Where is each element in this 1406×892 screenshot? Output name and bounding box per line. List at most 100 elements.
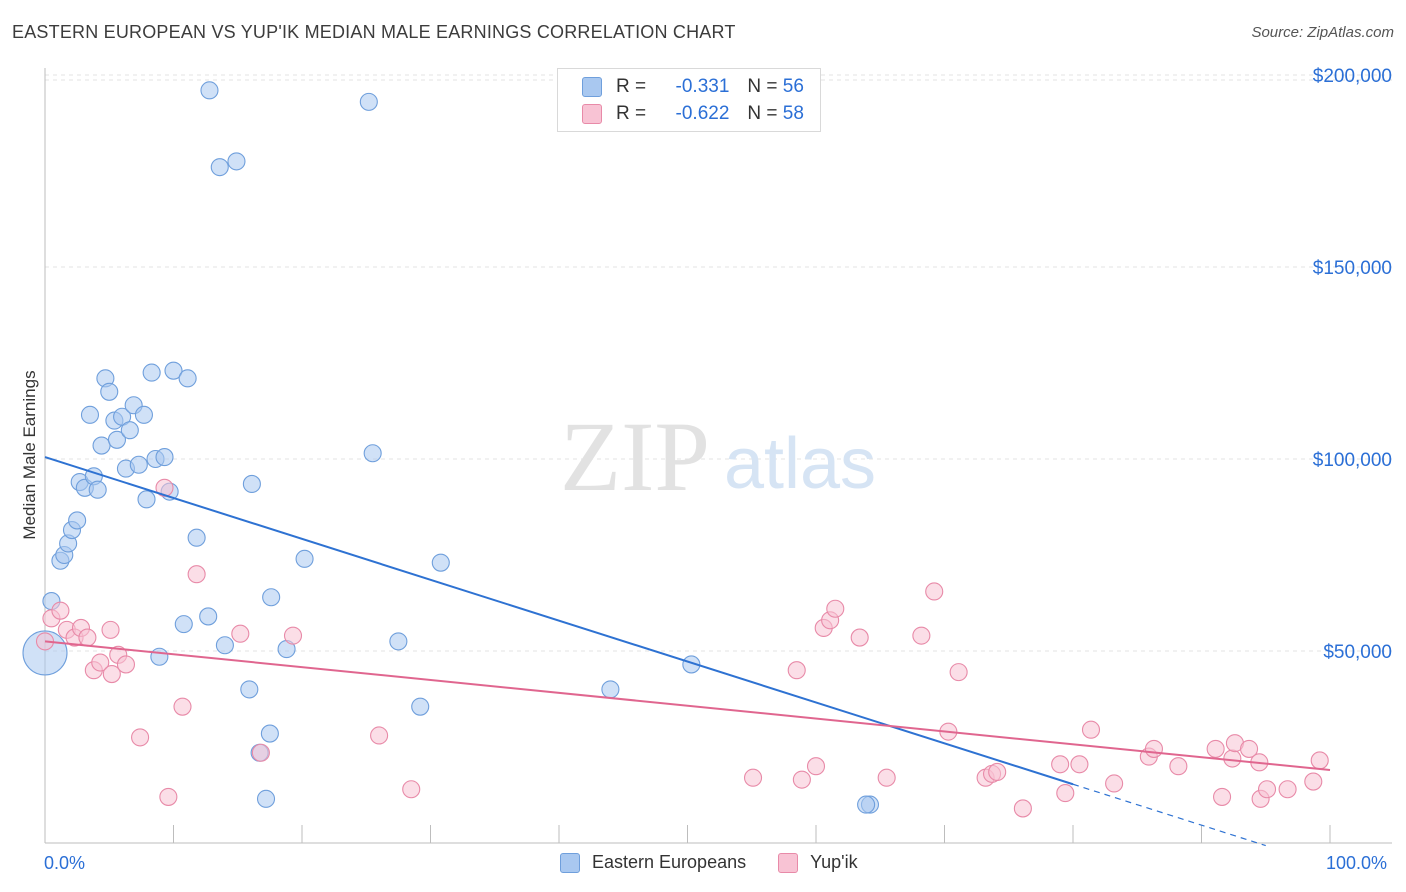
point-yupik — [1169, 757, 1188, 776]
point-eastern — [107, 430, 127, 449]
point-eastern — [150, 647, 169, 666]
data-points — [22, 81, 1329, 818]
point-yupik — [1257, 780, 1277, 799]
y-tick-labels: $50,000 $100,000 $150,000 $200,000 — [1313, 66, 1392, 663]
point-yupik — [251, 743, 270, 762]
chart-title: EASTERN EUROPEAN VS YUP'IK MEDIAN MALE E… — [12, 22, 736, 42]
point-eastern — [199, 607, 218, 626]
legend-n-label: N = — [747, 103, 778, 124]
point-yupik — [116, 655, 136, 674]
point-yupik — [402, 780, 421, 799]
point-yupik — [1144, 739, 1164, 758]
x-tick-label-max: 100.0% — [1326, 853, 1388, 873]
y-tick-label: $50,000 — [1323, 642, 1392, 663]
point-yupik — [1206, 739, 1225, 758]
y-tick-label: $150,000 — [1313, 258, 1392, 279]
point-eastern — [100, 382, 119, 401]
point-eastern — [389, 632, 408, 651]
point-eastern — [187, 528, 206, 547]
point-eastern — [411, 697, 430, 716]
legend-swatch-eastern — [582, 77, 602, 97]
source-label: Source: ZipAtlas.com — [1251, 24, 1394, 41]
point-eastern — [857, 795, 876, 814]
series-legend-yupik[interactable]: Yup'ik — [778, 852, 858, 873]
point-eastern — [210, 158, 229, 177]
point-yupik — [51, 601, 70, 620]
point-eastern — [227, 152, 246, 171]
point-yupik — [988, 762, 1007, 782]
point-eastern — [164, 361, 183, 380]
point-yupik — [370, 726, 389, 745]
point-eastern — [260, 724, 279, 743]
point-eastern — [256, 789, 276, 808]
point-yupik — [912, 626, 931, 645]
point-yupik — [1304, 772, 1323, 791]
watermark-zip: ZIP — [560, 401, 710, 512]
point-yupik — [1105, 774, 1124, 793]
point-eastern — [178, 369, 197, 388]
point-eastern — [682, 655, 701, 674]
y-tick-label: $100,000 — [1313, 450, 1392, 471]
legend-r-value-yupik: -0.622 — [675, 103, 730, 124]
point-eastern — [120, 421, 139, 440]
point-yupik — [155, 478, 174, 497]
point-yupik — [743, 768, 763, 787]
point-eastern — [92, 436, 111, 455]
watermark: ZIP atlas — [560, 401, 876, 512]
legend-row-yupik: R = -0.622 N = 58 — [582, 101, 804, 127]
series-legend: Eastern Europeans Yup'ik — [560, 852, 890, 873]
legend-r-label: R = — [616, 103, 647, 124]
point-yupik — [159, 787, 178, 806]
series-label-yupik: Yup'ik — [810, 852, 858, 872]
y-tick-label: $200,000 — [1313, 66, 1392, 87]
point-eastern — [431, 553, 450, 572]
trend-lines — [44, 456, 1331, 847]
legend-r-label: R = — [616, 76, 647, 97]
stats-legend: R = -0.331 N = 56 R = -0.622 N = 58 — [557, 68, 821, 132]
point-yupik — [173, 697, 192, 716]
point-yupik — [283, 626, 303, 645]
point-eastern — [359, 92, 378, 111]
point-yupik — [925, 582, 944, 601]
legend-row-eastern: R = -0.331 N = 56 — [582, 74, 804, 100]
point-yupik — [1213, 787, 1232, 806]
point-eastern — [240, 680, 259, 699]
point-yupik — [1081, 720, 1101, 739]
point-eastern — [295, 549, 314, 568]
watermark-atlas: atlas — [724, 424, 876, 504]
axes — [44, 68, 1392, 844]
point-yupik — [101, 620, 120, 639]
point-yupik — [1223, 749, 1242, 768]
trend-line-yupik — [44, 640, 1331, 772]
point-yupik — [1239, 739, 1259, 758]
point-eastern — [68, 511, 87, 530]
point-yupik — [231, 624, 250, 643]
point-eastern — [363, 444, 382, 463]
point-yupik — [826, 599, 845, 618]
point-eastern — [137, 490, 156, 509]
point-eastern — [142, 363, 161, 382]
point-eastern — [262, 588, 281, 607]
point-eastern — [88, 480, 107, 499]
legend-n-value-eastern: 56 — [782, 76, 804, 97]
series-label-eastern: Eastern Europeans — [592, 852, 747, 872]
point-eastern — [134, 405, 153, 424]
point-eastern — [601, 680, 620, 699]
point-yupik — [187, 565, 206, 584]
x-tick-label-min: 0.0% — [44, 853, 86, 873]
legend-r-value-eastern: -0.331 — [675, 76, 730, 97]
point-yupik — [1056, 784, 1075, 803]
point-eastern — [155, 448, 174, 467]
grid-lines — [45, 74, 1392, 652]
point-yupik — [1278, 780, 1297, 799]
point-yupik — [91, 653, 110, 672]
point-yupik — [792, 770, 811, 789]
point-yupik — [131, 728, 150, 747]
point-eastern — [200, 81, 219, 100]
series-swatch-yupik — [778, 852, 799, 873]
point-eastern — [174, 615, 193, 634]
series-legend-eastern[interactable]: Eastern Europeans — [560, 852, 746, 873]
legend-swatch-yupik — [582, 104, 602, 124]
point-yupik — [78, 628, 97, 647]
point-yupik — [102, 664, 121, 684]
